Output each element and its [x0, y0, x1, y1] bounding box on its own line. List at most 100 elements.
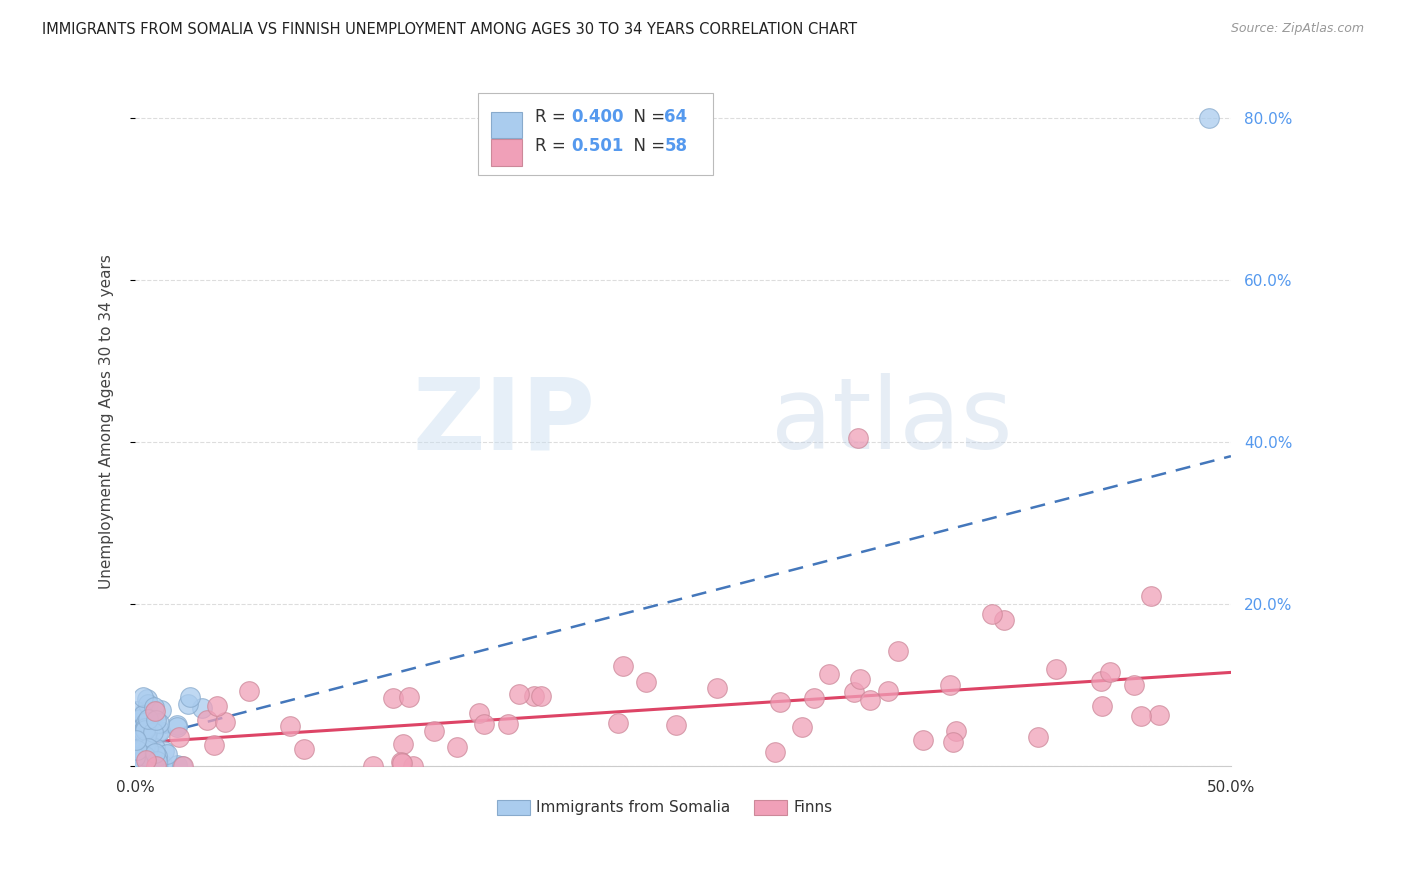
Point: [132, 724, 155, 739]
Point: [398, 690, 420, 704]
Point: [143, 746, 166, 760]
Point: [136, 740, 159, 755]
Point: [1140, 589, 1163, 603]
Point: [132, 690, 155, 704]
Point: [146, 725, 169, 739]
Point: [292, 741, 315, 756]
Point: [706, 681, 728, 695]
Point: [124, 750, 146, 764]
Point: [981, 607, 1004, 621]
Point: [467, 706, 489, 720]
Point: [166, 757, 188, 772]
Point: [790, 720, 813, 734]
Point: [423, 724, 446, 739]
Point: [138, 746, 160, 760]
Point: [145, 713, 167, 727]
Point: [129, 758, 152, 772]
Point: [1098, 665, 1121, 679]
Point: [945, 723, 967, 738]
Point: [128, 758, 150, 772]
FancyBboxPatch shape: [491, 112, 522, 138]
Point: [148, 715, 170, 730]
Point: [1091, 699, 1114, 714]
Point: [876, 684, 898, 698]
Point: [132, 707, 155, 722]
Text: Finns: Finns: [794, 799, 832, 814]
Point: [156, 747, 179, 762]
Point: [143, 704, 166, 718]
Point: [128, 712, 150, 726]
Point: [166, 717, 188, 731]
Text: Source: ZipAtlas.com: Source: ZipAtlas.com: [1230, 22, 1364, 36]
Point: [145, 758, 167, 772]
Point: [607, 715, 630, 730]
Point: [135, 753, 157, 767]
Point: [135, 741, 157, 756]
Point: [849, 672, 872, 686]
Point: [169, 731, 191, 745]
Point: [134, 723, 156, 737]
Point: [143, 699, 166, 714]
Point: [136, 692, 159, 706]
Point: [508, 687, 530, 701]
Point: [665, 718, 688, 732]
Point: [530, 689, 553, 703]
Point: [472, 716, 495, 731]
Point: [136, 712, 159, 726]
Point: [1198, 111, 1220, 125]
Point: [146, 754, 169, 768]
Point: [150, 757, 173, 772]
Point: [191, 701, 214, 715]
Point: [139, 753, 162, 767]
FancyBboxPatch shape: [496, 799, 530, 814]
Point: [129, 758, 152, 772]
Point: [1123, 678, 1146, 692]
Point: [125, 732, 148, 747]
Point: [496, 717, 519, 731]
Point: [128, 747, 150, 762]
Point: [138, 714, 160, 729]
Point: [172, 758, 194, 772]
Point: [769, 695, 792, 709]
Point: [993, 613, 1015, 627]
Text: 0.400: 0.400: [571, 109, 624, 127]
Point: [446, 739, 468, 754]
Point: [765, 745, 787, 759]
Point: [136, 725, 159, 739]
Point: [128, 720, 150, 734]
Point: [125, 743, 148, 757]
Point: [402, 758, 425, 772]
Point: [803, 691, 825, 706]
Point: [149, 703, 172, 717]
Point: [135, 717, 157, 731]
Point: [389, 756, 412, 770]
FancyBboxPatch shape: [478, 94, 713, 176]
Point: [141, 719, 163, 733]
Point: [177, 697, 200, 711]
Point: [942, 734, 965, 748]
Y-axis label: Unemployment Among Ages 30 to 34 years: Unemployment Among Ages 30 to 34 years: [100, 254, 114, 590]
Text: 58: 58: [665, 137, 688, 155]
Point: [125, 719, 148, 733]
Point: [195, 713, 218, 727]
Point: [278, 718, 301, 732]
Point: [148, 724, 170, 739]
Point: [1147, 708, 1170, 723]
Point: [132, 747, 155, 762]
Point: [1026, 731, 1049, 745]
Point: [214, 714, 236, 729]
Point: [382, 690, 405, 705]
Point: [136, 697, 159, 711]
Text: N =: N =: [623, 109, 671, 127]
Text: R =: R =: [536, 137, 576, 155]
Point: [634, 675, 657, 690]
Point: [127, 723, 149, 737]
Point: [142, 725, 165, 739]
Point: [152, 744, 174, 758]
Point: [205, 699, 228, 714]
Point: [134, 739, 156, 754]
Point: [886, 643, 908, 657]
Text: ZIP: ZIP: [412, 374, 595, 470]
Point: [132, 751, 155, 765]
Point: [818, 667, 841, 681]
